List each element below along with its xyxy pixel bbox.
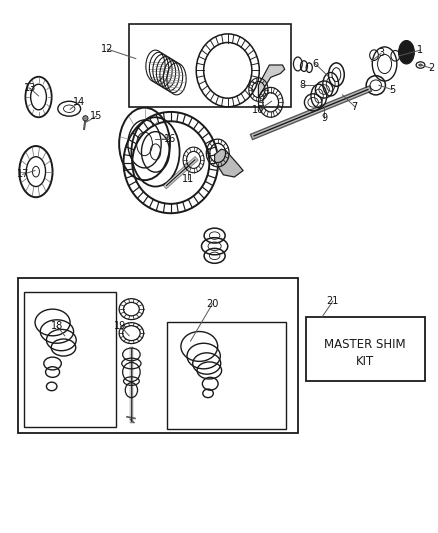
Polygon shape — [215, 149, 243, 177]
Text: 18: 18 — [51, 321, 63, 331]
Bar — [24, 292, 116, 427]
Text: 6: 6 — [312, 59, 318, 69]
Text: 8: 8 — [299, 80, 305, 90]
Text: 1: 1 — [417, 45, 424, 55]
Text: 19: 19 — [114, 321, 127, 331]
Text: 7: 7 — [352, 102, 358, 111]
Polygon shape — [258, 65, 285, 97]
Bar — [18, 278, 298, 433]
Text: 9: 9 — [321, 114, 327, 123]
Text: 12: 12 — [101, 44, 113, 54]
Text: 21: 21 — [327, 296, 339, 306]
Text: 11: 11 — [182, 174, 194, 183]
Text: 10: 10 — [252, 106, 265, 115]
Text: 15: 15 — [90, 111, 102, 121]
Text: 13: 13 — [24, 83, 36, 93]
Text: 20: 20 — [206, 299, 219, 309]
Text: 14: 14 — [73, 98, 85, 107]
Bar — [129, 24, 291, 107]
Bar — [167, 322, 286, 429]
Text: 2: 2 — [428, 63, 434, 73]
Text: KIT: KIT — [356, 356, 374, 368]
Ellipse shape — [399, 41, 414, 64]
Ellipse shape — [419, 64, 422, 66]
Text: 17: 17 — [17, 169, 29, 179]
Text: 5: 5 — [389, 85, 395, 94]
Bar — [306, 317, 425, 381]
Text: 16: 16 — [164, 134, 176, 143]
Text: MASTER SHIM: MASTER SHIM — [325, 338, 406, 351]
Text: 3: 3 — [378, 49, 384, 58]
Ellipse shape — [83, 116, 88, 121]
